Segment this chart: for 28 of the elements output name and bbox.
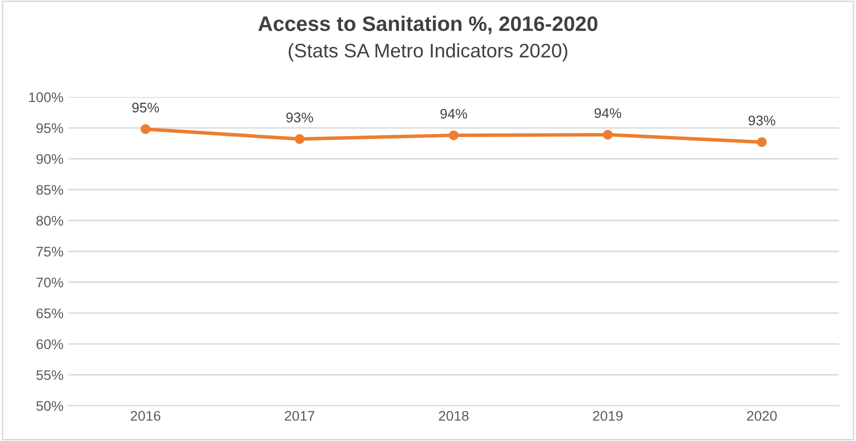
- point: [448, 130, 459, 140]
- y-tick-label: 65%: [36, 308, 64, 318]
- data-label: 93%: [748, 116, 776, 126]
- x-tick-label: 2018: [438, 410, 469, 421]
- chart-title: Access to Sanitation %, 2016-2020: [258, 16, 598, 34]
- y-tick-label: 55%: [36, 370, 64, 380]
- x-tick-label: 2016: [130, 410, 160, 421]
- data-label: 94%: [440, 108, 468, 119]
- y-tick-label: 95%: [36, 123, 64, 134]
- data-label: 95%: [132, 102, 159, 112]
- y-tick-label: 75%: [36, 246, 64, 257]
- y-tick-label: 70%: [36, 278, 64, 288]
- x-tick-label: 2017: [284, 410, 314, 421]
- data-label: 94%: [594, 108, 622, 118]
- point: [602, 130, 613, 140]
- y-tick-label: 50%: [36, 401, 64, 411]
- point: [294, 134, 304, 144]
- point: [140, 124, 150, 134]
- y-tick-label: 85%: [36, 184, 64, 195]
- chart-subtitle: (Stats SA Metro Indicators 2020): [288, 43, 568, 62]
- y-tick-label: 60%: [36, 339, 64, 350]
- x-tick-label: 2019: [593, 410, 623, 421]
- y-tick-label: 90%: [36, 154, 64, 164]
- point: [756, 137, 767, 147]
- x-tick-label: 2020: [747, 410, 777, 421]
- y-tick-label: 80%: [36, 216, 64, 226]
- y-tick-label: 100%: [29, 92, 64, 102]
- data-label: 93%: [286, 112, 314, 122]
